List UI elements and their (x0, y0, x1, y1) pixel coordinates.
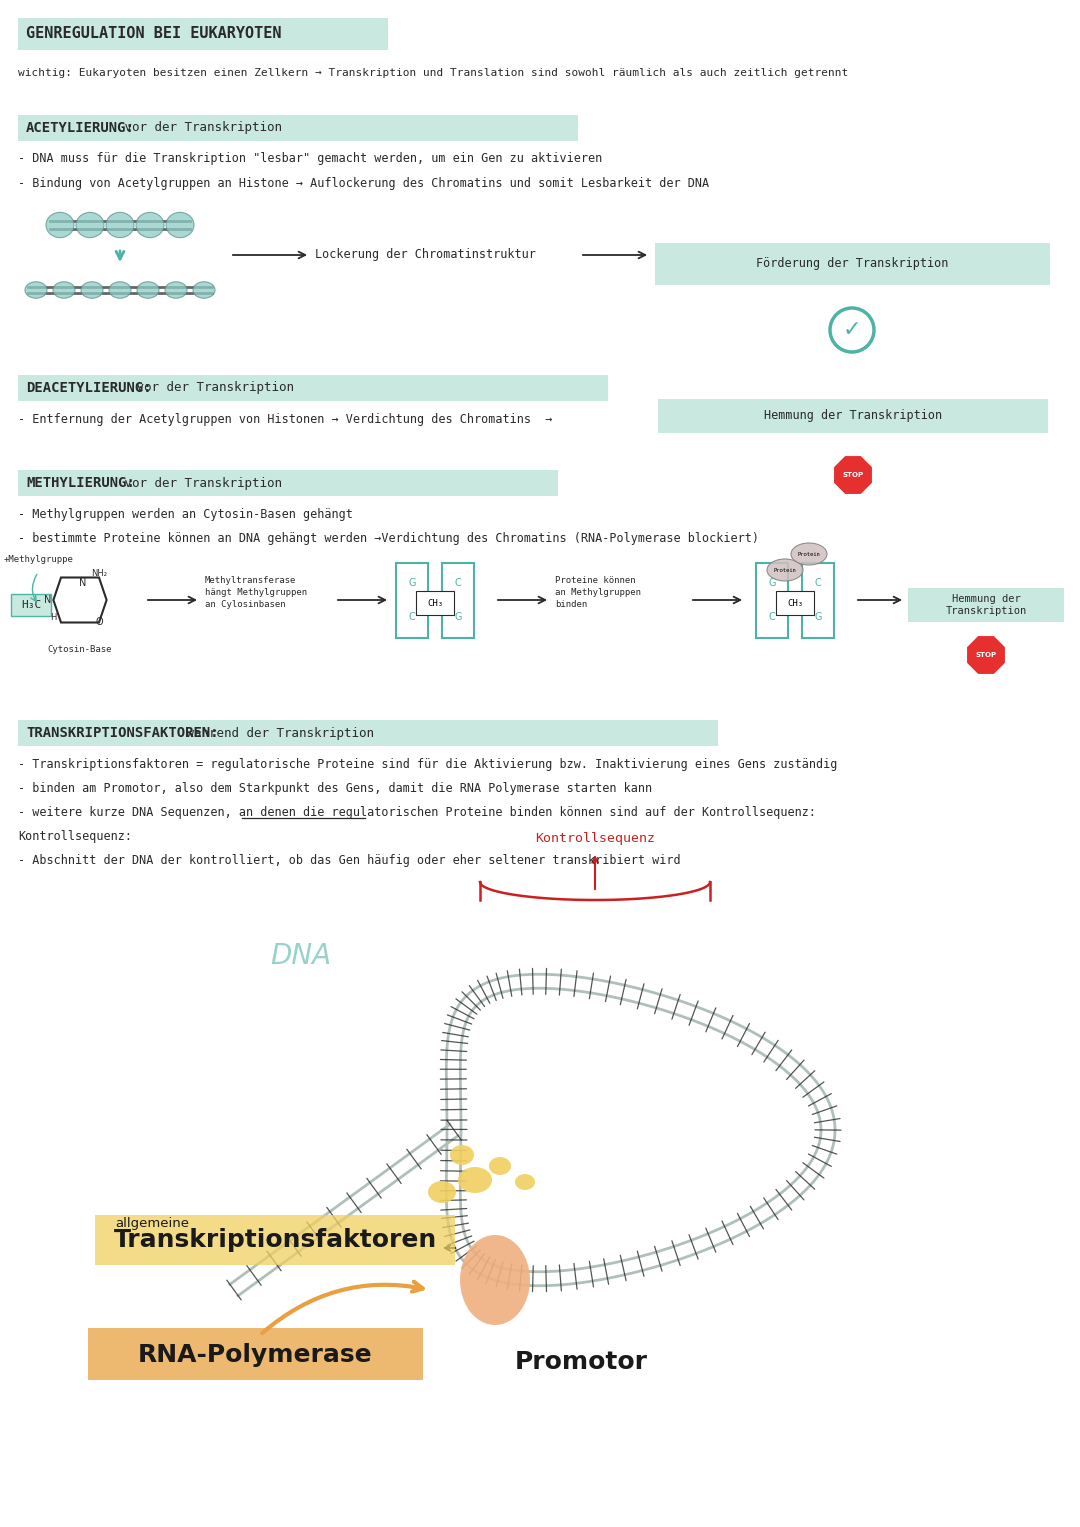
Ellipse shape (767, 559, 804, 580)
Polygon shape (833, 455, 874, 495)
Text: während der Transkription: während der Transkription (178, 727, 374, 739)
Text: - bestimmte Proteine können an DNA gehängt werden →Verdichtung des Chromatins (R: - bestimmte Proteine können an DNA gehän… (18, 531, 759, 545)
Bar (416, 591, 454, 615)
Text: Kontrollsequenz: Kontrollsequenz (535, 832, 654, 844)
Ellipse shape (81, 282, 103, 298)
Text: vor der Transkription: vor der Transkription (117, 476, 282, 490)
Text: vor der Transkription: vor der Transkription (117, 122, 282, 134)
Text: +Methylgruppe: +Methylgruppe (3, 556, 73, 565)
Ellipse shape (46, 212, 75, 238)
Text: Kontrollsequenz:: Kontrollsequenz: (18, 831, 132, 843)
Text: Proteine können
an Methylgruppen
binden: Proteine können an Methylgruppen binden (555, 576, 642, 609)
Ellipse shape (428, 1180, 456, 1203)
FancyArrowPatch shape (262, 1281, 422, 1333)
Ellipse shape (76, 212, 104, 238)
Text: STOP: STOP (842, 472, 864, 478)
Bar (658, 399, 1048, 434)
Ellipse shape (106, 212, 134, 238)
Text: - Entfernung der Acetylgruppen von Histonen → Verdichtung des Chromatins  →: - Entfernung der Acetylgruppen von Histo… (18, 412, 552, 426)
Ellipse shape (137, 282, 159, 298)
Bar (442, 562, 474, 637)
Text: C: C (769, 611, 775, 621)
Ellipse shape (450, 1145, 474, 1165)
Text: - DNA muss für die Transkription "lesbar" gemacht werden, um ein Gen zu aktivier: - DNA muss für die Transkription "lesbar… (18, 153, 603, 165)
Bar (95, 1215, 455, 1264)
Bar (18, 115, 578, 140)
Text: - weitere kurze DNA Sequenzen, an denen die regulatorischen Proteine binden könn: - weitere kurze DNA Sequenzen, an denen … (18, 806, 816, 818)
Text: Promotor: Promotor (515, 1350, 648, 1374)
Text: GENREGULATION BEI EUKARYOTEN: GENREGULATION BEI EUKARYOTEN (26, 26, 282, 41)
Text: C: C (455, 579, 461, 588)
Text: wichtig: Eukaryoten besitzen einen Zellkern → Transkription und Translation sind: wichtig: Eukaryoten besitzen einen Zellk… (18, 69, 848, 78)
Text: - Transkriptionsfaktoren = regulatorische Proteine sind für die Aktivierung bzw.: - Transkriptionsfaktoren = regulatorisch… (18, 757, 837, 771)
Text: C: C (408, 611, 416, 621)
Text: H: H (50, 614, 56, 623)
Text: - Methylgruppen werden an Cytosin-Basen gehängt: - Methylgruppen werden an Cytosin-Basen … (18, 508, 353, 521)
Text: - Bindung von Acetylgruppen an Histone → Auflockerung des Chromatins und somit L: - Bindung von Acetylgruppen an Histone →… (18, 177, 710, 189)
Text: C: C (814, 579, 822, 588)
Bar (396, 562, 428, 637)
Bar (18, 376, 608, 402)
Bar (87, 1328, 423, 1380)
Ellipse shape (53, 282, 75, 298)
Ellipse shape (25, 282, 48, 298)
Bar (756, 562, 788, 637)
Bar (18, 721, 718, 747)
Text: CH₃: CH₃ (427, 599, 443, 608)
FancyArrowPatch shape (31, 574, 37, 602)
Text: G: G (814, 611, 822, 621)
Ellipse shape (791, 544, 827, 565)
Bar (777, 591, 814, 615)
Text: vor der Transkription: vor der Transkription (129, 382, 294, 394)
Text: STOP: STOP (975, 652, 997, 658)
Text: G: G (768, 579, 775, 588)
Bar (12, 594, 52, 615)
Text: - binden am Promotor, also dem Starkpunkt des Gens, damit die RNA Polymerase sta: - binden am Promotor, also dem Starkpunk… (18, 782, 652, 796)
Text: N: N (44, 596, 52, 605)
Text: O: O (95, 617, 103, 628)
Bar (908, 588, 1064, 621)
Ellipse shape (193, 282, 215, 298)
Ellipse shape (165, 282, 187, 298)
Polygon shape (966, 635, 1007, 675)
Text: DNA: DNA (270, 942, 332, 970)
Ellipse shape (136, 212, 164, 238)
Bar (18, 470, 558, 496)
Text: Protein: Protein (798, 551, 821, 556)
Text: Transkriptionsfaktoren: Transkriptionsfaktoren (113, 1228, 436, 1252)
Text: Förderung der Transkription: Förderung der Transkription (756, 258, 948, 270)
Ellipse shape (166, 212, 194, 238)
Text: ✓: ✓ (842, 321, 862, 341)
Text: - Abschnitt der DNA der kontrolliert, ob das Gen häufig oder eher seltener trans: - Abschnitt der DNA der kontrolliert, ob… (18, 854, 680, 867)
Text: G: G (408, 579, 416, 588)
Bar (654, 243, 1050, 286)
Text: NH₂: NH₂ (91, 568, 107, 577)
Text: RNA-Polymerase: RNA-Polymerase (137, 1344, 373, 1367)
Text: CH₃: CH₃ (787, 599, 804, 608)
Text: METHYLIERUNG:: METHYLIERUNG: (26, 476, 135, 490)
Ellipse shape (460, 1235, 530, 1325)
Bar (18, 18, 388, 50)
Text: Hemmung der Transkription: Hemmung der Transkription (764, 409, 942, 423)
Text: Methyltransferase
hängt Methylgruppen
an Cylosinbasen: Methyltransferase hängt Methylgruppen an… (205, 576, 307, 609)
Text: Lockerung der Chromatinstruktur: Lockerung der Chromatinstruktur (315, 247, 536, 261)
Text: allgemeine: allgemeine (114, 1217, 189, 1231)
Text: H₃C: H₃C (22, 600, 41, 609)
Ellipse shape (515, 1174, 535, 1190)
Ellipse shape (489, 1157, 511, 1174)
Text: DEACETYLIERUNG:: DEACETYLIERUNG: (26, 382, 151, 395)
Text: TRANSKRIPTIONSFAKTOREN:: TRANSKRIPTIONSFAKTOREN: (26, 725, 218, 741)
Bar (802, 562, 834, 637)
Ellipse shape (109, 282, 131, 298)
Text: Protein: Protein (773, 568, 796, 573)
Text: Cytosin-Base: Cytosin-Base (48, 644, 112, 654)
Text: G: G (455, 611, 462, 621)
Text: N: N (79, 577, 86, 588)
Text: Hemmung der
Transkription: Hemmung der Transkription (945, 594, 1027, 617)
Text: ACETYLIERUNG:: ACETYLIERUNG: (26, 121, 135, 134)
Ellipse shape (458, 1167, 492, 1193)
